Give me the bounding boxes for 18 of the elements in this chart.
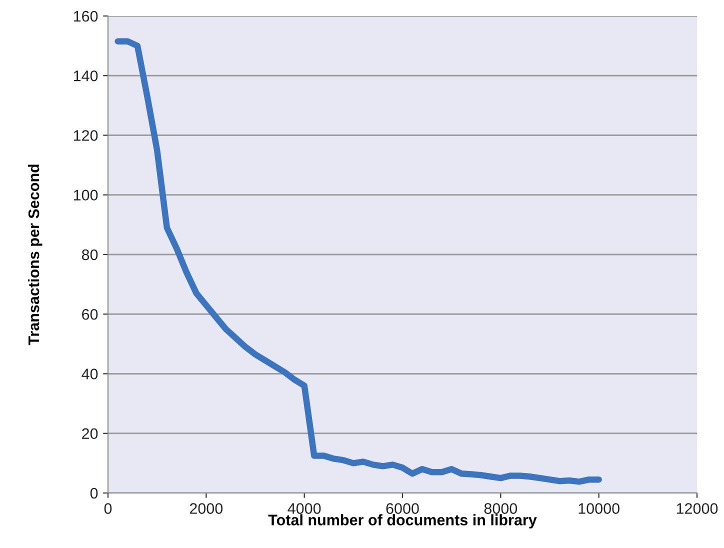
x-tick-label: 10000 (578, 503, 620, 514)
y-tick-label: 100 (74, 190, 98, 201)
x-tick-label: 8000 (484, 503, 518, 514)
x-tick-label: 6000 (386, 503, 419, 514)
x-tick-label: 0 (104, 503, 112, 514)
y-tick-label: 160 (74, 10, 98, 22)
y-tick-label: 80 (82, 249, 98, 260)
y-tick-label: 60 (82, 308, 98, 320)
y-tick-label: 20 (82, 428, 98, 440)
y-tick-label: 140 (74, 70, 98, 82)
y-axis-title: Transactions per Second (28, 164, 42, 346)
y-tick-label: 120 (74, 130, 98, 141)
y-tick-label: 0 (90, 488, 98, 499)
x-axis-title: Total number of documents in library (268, 514, 537, 528)
y-tick-label: 40 (82, 368, 98, 380)
x-tick-label: 4000 (288, 503, 321, 514)
x-tick-label: 2000 (190, 503, 223, 514)
x-tick-label: 12000 (676, 503, 718, 514)
